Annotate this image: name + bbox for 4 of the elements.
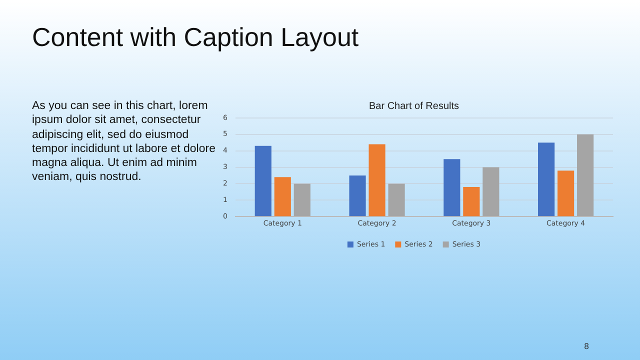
chart-title: Bar Chart of Results bbox=[368, 100, 460, 112]
text: As you can see in this chart, lorem ipsum dolor sit amet, consectetur adipiscing elit, sed do eiusmod tempor incididunt ut labore et dolore magna aliqua. Ut enim ad minim veniam, quis nostrud. bbox=[32, 99, 216, 185]
text: 8 bbox=[584, 342, 590, 351]
text: Content with Caption Layout bbox=[32, 22, 359, 53]
